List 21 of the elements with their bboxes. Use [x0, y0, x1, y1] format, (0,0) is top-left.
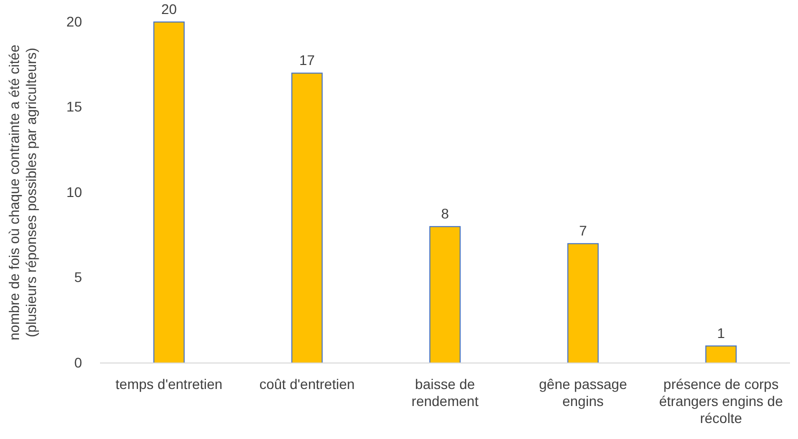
y-tick-label: 10 [66, 184, 82, 200]
x-tick-label: temps d'entretien [116, 376, 222, 392]
data-label: 20 [161, 1, 177, 17]
bar [291, 72, 323, 364]
data-label: 8 [441, 206, 450, 222]
bar [429, 226, 461, 364]
x-tick-label: gêne passage engins [539, 376, 628, 409]
x-tick-label: présence de corps étrangers engins de récolte [659, 376, 784, 426]
bar [153, 22, 185, 364]
data-label: 1 [717, 324, 726, 341]
data-label: 17 [299, 52, 315, 68]
bar [567, 243, 599, 364]
x-tick-label: baisse de rendement [412, 376, 479, 409]
x-tick-label: coût d'entretien [259, 376, 355, 392]
y-tick-label: 5 [74, 269, 82, 286]
y-tick-label: 0 [74, 354, 82, 370]
data-label: 7 [579, 222, 588, 239]
y-axis-title: nombre de fois où chaque contrainte a été citée (plusieurs réponses possibles par agriculteurs) [6, 44, 39, 340]
bar [705, 345, 737, 364]
y-tick-label: 15 [66, 98, 82, 115]
y-tick-label: 20 [66, 13, 82, 30]
